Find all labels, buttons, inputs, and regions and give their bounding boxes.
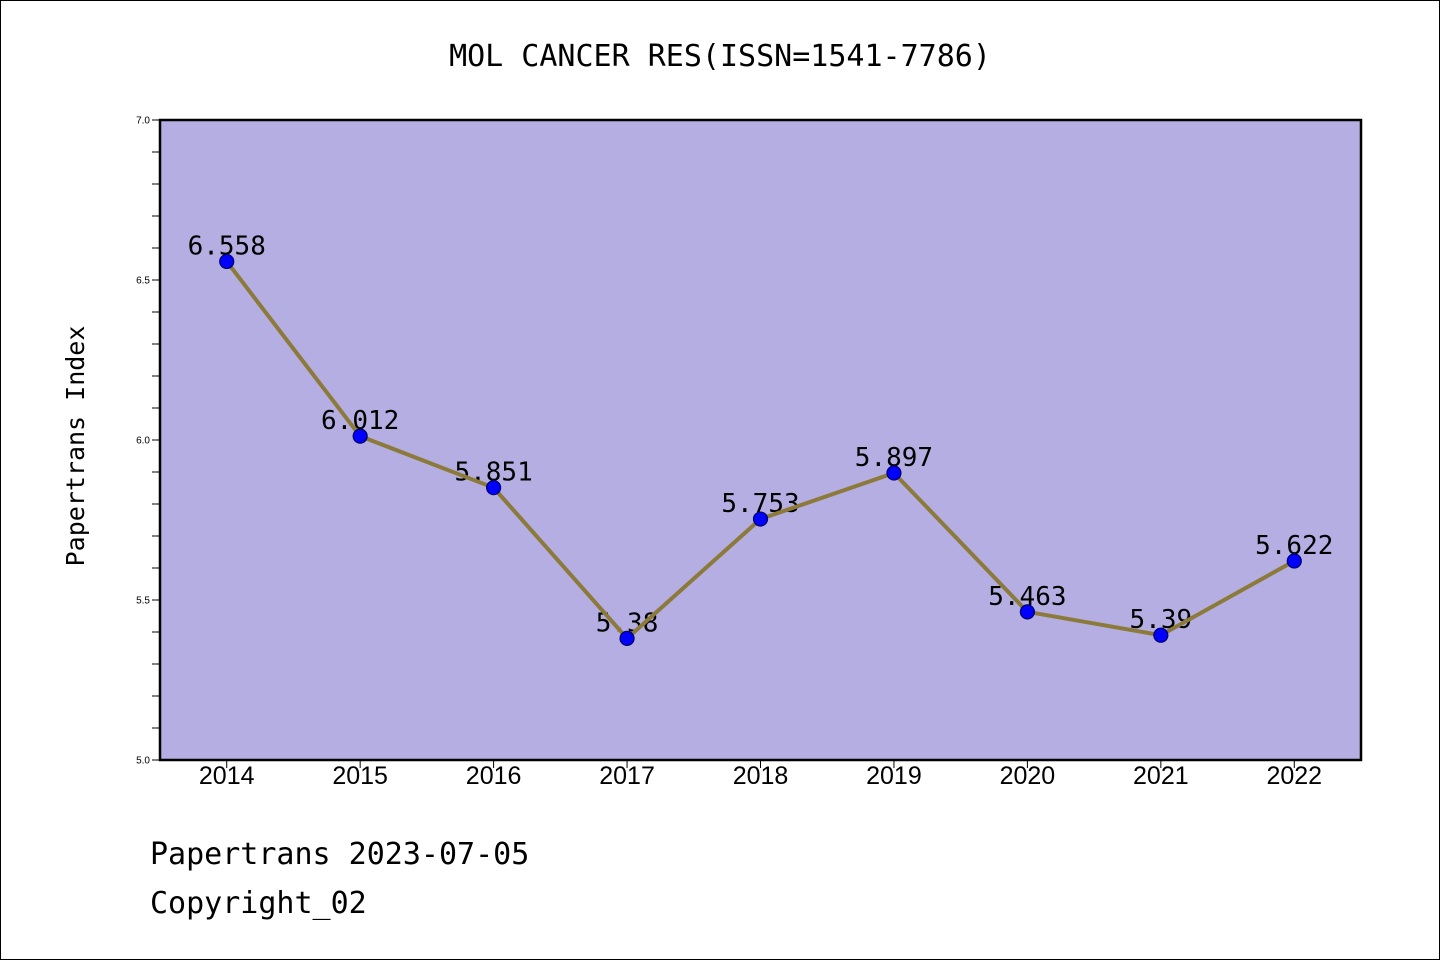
- data-point-2020: [1019, 604, 1035, 620]
- x-tick-label-2015: 2015: [332, 762, 388, 790]
- y-tick-label-7-0: 7.0: [136, 116, 150, 127]
- x-tick-label-2021: 2021: [1133, 762, 1189, 790]
- data-point-2016: [486, 480, 502, 496]
- plot-area: [160, 120, 1361, 760]
- y-axis: 5.0 5.5 6.0 6.5 7.0: [136, 116, 160, 767]
- x-tick-label-2018: 2018: [733, 762, 789, 790]
- data-point-2017: [619, 630, 635, 647]
- y-axis-label: Papertrans Index: [61, 326, 90, 567]
- y-tick-label-6-0: 6.0: [136, 436, 150, 447]
- data-point-2019: [886, 465, 902, 481]
- data-markers: [219, 253, 1302, 647]
- data-point-2015: [352, 428, 368, 444]
- footer-copyright: Copyright_02: [150, 886, 367, 921]
- chart-title: MOL CANCER RES(ISSN=1541-7786): [449, 39, 991, 74]
- x-tick-label-2016: 2016: [466, 762, 522, 790]
- footer-source: Papertrans 2023-07-05: [150, 837, 529, 872]
- x-tick-label-2020: 2020: [1000, 762, 1056, 790]
- y-tick-label-5-5: 5.5: [136, 596, 150, 607]
- data-point-2022: [1286, 553, 1302, 569]
- data-point-2018: [752, 511, 769, 527]
- y-tick-label-5-0: 5.0: [136, 756, 150, 767]
- data-point-2014: [219, 253, 235, 270]
- y-tick-label-6-5: 6.5: [136, 276, 150, 287]
- x-tick-label-2014: 2014: [199, 762, 255, 790]
- x-tick-label-2017: 2017: [599, 762, 655, 790]
- x-tick-label-2019: 2019: [866, 762, 922, 790]
- data-point-2021: [1153, 627, 1169, 643]
- x-axis: 2014 2015 2016 2017 2018 2019 2020 2021 2022: [199, 760, 1322, 790]
- plot-frame: [158, 118, 1363, 762]
- x-tick-label-2022: 2022: [1266, 762, 1322, 790]
